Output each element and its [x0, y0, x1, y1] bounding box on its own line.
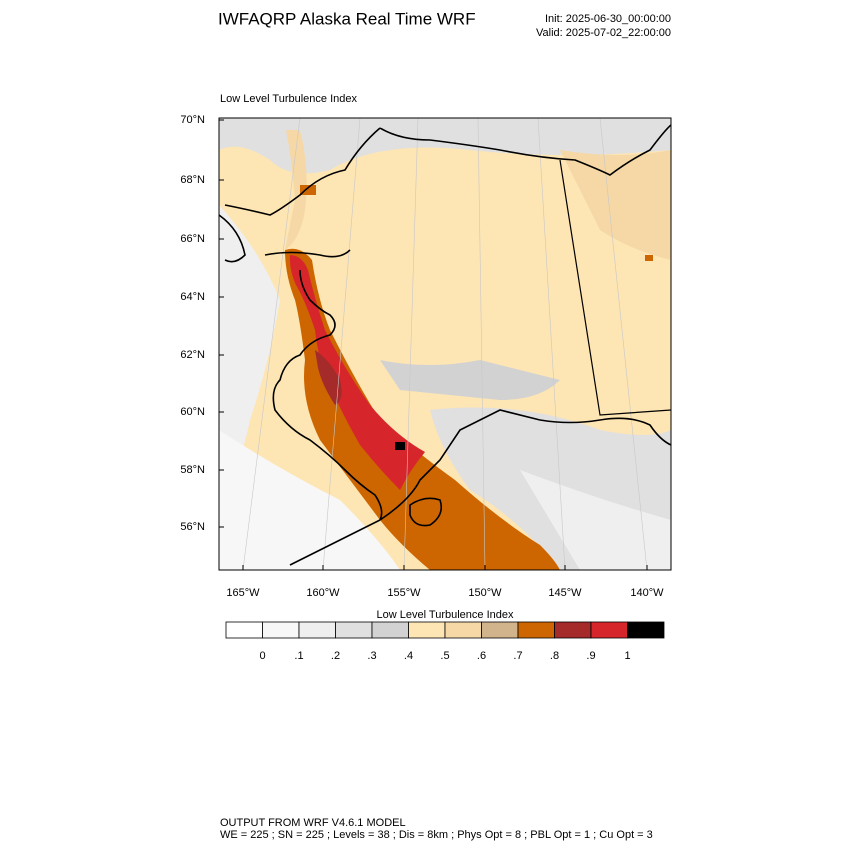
coastline [289, 519, 381, 566]
field-region [560, 150, 671, 260]
colorbar-label: .2 [331, 650, 340, 662]
lon-label: 155°W [387, 587, 421, 599]
colorbar-label: .6 [477, 650, 486, 662]
colorbar-label: .8 [550, 650, 559, 662]
page-title: IWFAQRP Alaska Real Time WRF [218, 9, 476, 28]
colorbar-label: .5 [440, 650, 449, 662]
field-region [520, 470, 671, 570]
field-region [289, 255, 425, 490]
field-region [219, 205, 280, 500]
field-region [285, 130, 307, 250]
lat-label: 64°N [180, 291, 205, 303]
lat-label: 68°N [180, 174, 205, 186]
colorbar-box [371, 621, 409, 639]
footer-line: WE = 225 ; SN = 225 ; Levels = 38 ; Dis … [220, 829, 653, 841]
field-region [315, 350, 342, 405]
colorbar-box [627, 621, 665, 639]
colorbar-box [298, 621, 336, 639]
map-title: Low Level Turbulence Index [220, 93, 357, 105]
valid-time: Valid: 2025-07-02_22:00:00 [536, 27, 671, 39]
field-region [380, 360, 560, 400]
colorbar-label: .1 [294, 650, 303, 662]
coastline [409, 497, 443, 527]
field-region [219, 430, 400, 570]
lat-label: 66°N [180, 233, 205, 245]
lon-label: 160°W [306, 587, 340, 599]
colorbar-label: .3 [367, 650, 376, 662]
lon-label: 150°W [468, 587, 502, 599]
field-region [285, 248, 560, 570]
colorbar-box [444, 621, 482, 639]
lon-label: 145°W [548, 587, 582, 599]
colorbar-label: 0 [259, 650, 265, 662]
lon-label: 165°W [226, 587, 260, 599]
lat-label: 56°N [180, 521, 205, 533]
lat-label: 60°N [180, 406, 205, 418]
colorbar-title: Low Level Turbulence Index [377, 609, 514, 621]
colorbar-label: .9 [586, 650, 595, 662]
init-time: Init: 2025-06-30_00:00:00 [545, 13, 671, 25]
coastline [379, 409, 671, 521]
field-region [645, 255, 653, 261]
colorbar-box [335, 621, 373, 639]
lat-label: 58°N [180, 464, 205, 476]
meridians [242, 118, 648, 570]
borders [559, 159, 671, 416]
coastline [219, 127, 383, 521]
lon-label: 140°W [630, 587, 664, 599]
colorbar-box [225, 621, 263, 639]
colorbar-label: .4 [404, 650, 413, 662]
lat-label: 62°N [180, 349, 205, 361]
field-region [395, 442, 405, 450]
lat-label: 70°N [180, 114, 205, 126]
border [559, 159, 671, 416]
graticule [242, 118, 648, 570]
colorbar-box [590, 621, 628, 639]
colorbar-box [481, 621, 519, 639]
colorbar-box [408, 621, 446, 639]
colorbar-box [554, 621, 592, 639]
footer-line: OUTPUT FROM WRF V4.6.1 MODEL [220, 817, 406, 829]
field-region [300, 185, 316, 195]
field-region [219, 118, 671, 174]
map-frame [218, 117, 672, 571]
coastline [379, 124, 671, 176]
colorbar-label: 1 [624, 650, 630, 662]
colorbar-box [262, 621, 300, 639]
colorbar-box [517, 621, 555, 639]
coastlines [219, 124, 671, 566]
colorbar-label: .7 [513, 650, 522, 662]
map-field [219, 118, 671, 570]
